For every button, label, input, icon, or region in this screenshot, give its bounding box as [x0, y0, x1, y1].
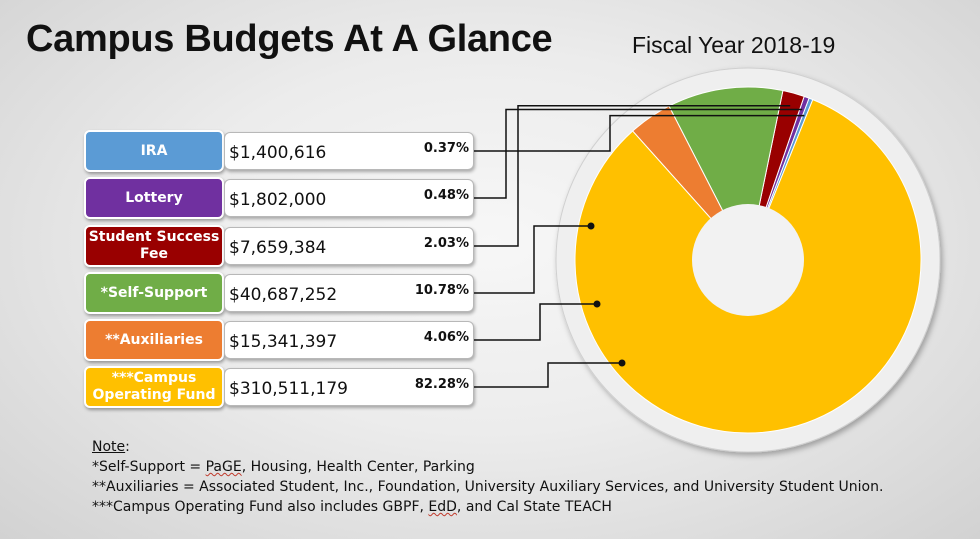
- value-box-ira: $1,400,616 0.37%: [224, 132, 474, 170]
- note-self-support: *Self-Support = PaGE, Housing, Health Ce…: [92, 459, 475, 475]
- amount-lottery: $1,802,000: [229, 190, 327, 210]
- percent-self-support: 10.78%: [414, 283, 469, 298]
- value-box-self-support: $40,687,252 10.78%: [224, 274, 474, 312]
- percent-campus-operating-fund: 82.28%: [414, 377, 469, 392]
- leader-line-auxiliaries: [474, 303, 597, 341]
- amount-auxiliaries: $15,341,397: [229, 332, 338, 352]
- note-campus-operating-fund: ***Campus Operating Fund also includes G…: [92, 499, 612, 515]
- category-label-self-support: *Self-Support: [84, 272, 224, 314]
- amount-student-success-fee: $7,659,384: [229, 238, 327, 258]
- leader-line-lottery: [474, 108, 803, 199]
- value-box-campus-operating-fund: $310,511,179 82.28%: [224, 368, 474, 406]
- value-box-auxiliaries: $15,341,397 4.06%: [224, 321, 474, 359]
- leader-line-student-success-fee: [474, 104, 791, 247]
- note-auxiliaries: **Auxiliaries = Associated Student, Inc.…: [92, 479, 884, 495]
- leader-dot-auxiliaries: [593, 300, 601, 308]
- category-label-auxiliaries: **Auxiliaries: [84, 319, 224, 361]
- donut-hole: [692, 204, 804, 316]
- amount-self-support: $40,687,252: [229, 285, 338, 305]
- percent-student-success-fee: 2.03%: [423, 236, 469, 251]
- percent-lottery: 0.48%: [423, 188, 469, 203]
- amount-campus-operating-fund: $310,511,179: [229, 379, 348, 399]
- value-box-student-success-fee: $7,659,384 2.03%: [224, 227, 474, 265]
- percent-ira: 0.37%: [423, 141, 469, 156]
- category-label-lottery: Lottery: [84, 177, 224, 219]
- notes-block: Note: *Self-Support = PaGE, Housing, Hea…: [92, 437, 883, 517]
- value-box-lottery: $1,802,000 0.48%: [224, 179, 474, 217]
- category-label-campus-operating-fund: ***Campus Operating Fund: [84, 366, 224, 408]
- notes-heading: Note:: [92, 439, 130, 455]
- leader-dot-self-support: [587, 222, 595, 230]
- amount-ira: $1,400,616: [229, 143, 327, 163]
- category-label-student-success-fee: Student Success Fee: [84, 225, 224, 267]
- category-label-ira: IRA: [84, 130, 224, 172]
- page-title: Campus Budgets At A Glance: [26, 18, 553, 60]
- fiscal-year-subtitle: Fiscal Year 2018-19: [632, 32, 836, 58]
- leader-line-campus-operating-fund: [474, 362, 622, 388]
- leader-line-self-support: [474, 225, 591, 294]
- percent-auxiliaries: 4.06%: [423, 330, 469, 345]
- leader-line-ira: [474, 114, 805, 152]
- leader-dot-campus-operating-fund: [618, 359, 626, 367]
